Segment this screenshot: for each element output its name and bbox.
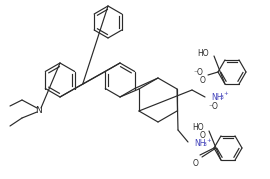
Text: 3: 3 (220, 95, 224, 100)
Text: 3: 3 (203, 142, 207, 146)
Text: +: + (223, 91, 228, 96)
Text: O: O (199, 130, 205, 139)
Text: NH: NH (194, 139, 205, 149)
Text: HO: HO (192, 124, 204, 132)
Text: O: O (193, 159, 199, 168)
Text: ⁻O: ⁻O (193, 67, 203, 76)
Text: HO: HO (197, 49, 209, 57)
Text: ⁻O: ⁻O (208, 101, 218, 110)
Text: O: O (199, 76, 205, 84)
Text: +: + (206, 137, 211, 142)
Text: NH: NH (211, 93, 222, 101)
Text: N: N (35, 105, 41, 115)
